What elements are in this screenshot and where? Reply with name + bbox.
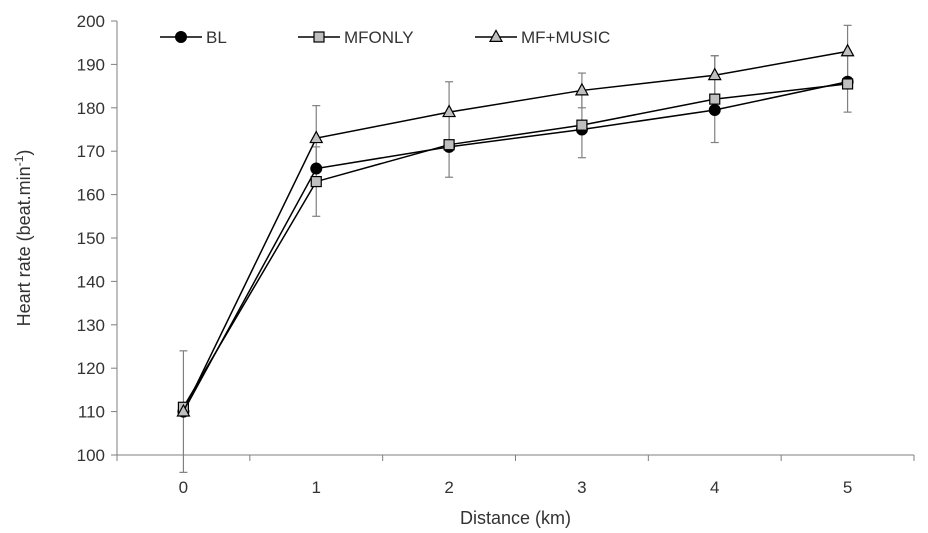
- error-bars-2: [179, 24, 852, 473]
- x-tick-label: 5: [843, 478, 852, 497]
- y-axis-title-close: ): [14, 150, 34, 156]
- y-axis-title: Heart rate (beat.min-1): [12, 150, 34, 327]
- x-tick-label: 0: [179, 478, 188, 497]
- y-tick-label: 130: [77, 316, 105, 335]
- data-point: [176, 403, 191, 417]
- data-point: [840, 43, 855, 57]
- y-tick-label: 180: [77, 99, 105, 118]
- x-tick-label: 3: [577, 478, 586, 497]
- data-point: [309, 130, 324, 144]
- series-line: [182, 50, 848, 412]
- data-point: [708, 103, 721, 116]
- y-axis-title-superscript: -1: [12, 155, 26, 166]
- y-tick-label: 170: [77, 142, 105, 161]
- data-point: [576, 119, 588, 131]
- series-line: [182, 81, 848, 412]
- y-tick-label: 140: [77, 272, 105, 291]
- plot-area: [176, 24, 855, 473]
- legend: BL MFONLY MF+MUSIC: [160, 28, 610, 47]
- y-axis-title-main: Heart rate (beat.min: [14, 166, 34, 326]
- legend-marker: [175, 31, 187, 43]
- data-point: [310, 162, 323, 175]
- x-axis-title: Distance (km): [460, 508, 571, 528]
- series-2: [176, 43, 855, 417]
- legend-label: MF+MUSIC: [521, 28, 610, 47]
- data-point: [443, 139, 455, 151]
- x-tick-label: 1: [312, 478, 321, 497]
- series-0: [177, 75, 854, 418]
- y-tick-label: 150: [77, 229, 105, 248]
- legend-item: MF+MUSIC: [475, 28, 610, 47]
- data-point: [574, 82, 589, 96]
- x-tick-label: 2: [444, 478, 453, 497]
- y-tick-label: 120: [77, 359, 105, 378]
- x-ticks: 0 1 2 3 4 5: [116, 455, 915, 497]
- data-point: [310, 175, 322, 188]
- series-1: [177, 78, 854, 413]
- legend-marker: [488, 29, 504, 43]
- y-tick-label: 160: [77, 186, 105, 205]
- data-point: [707, 67, 722, 81]
- series-line: [182, 83, 848, 408]
- data-point: [709, 93, 721, 105]
- y-ticks: 100 110 120 130 140 150 160 170 180 190 200: [77, 12, 117, 465]
- y-tick-label: 200: [77, 12, 105, 31]
- y-tick-label: 100: [77, 446, 105, 465]
- x-tick-label: 4: [710, 478, 719, 497]
- legend-item: MFONLY: [298, 28, 414, 47]
- legend-label: MFONLY: [344, 28, 414, 47]
- data-point: [841, 78, 854, 90]
- y-tick-label: 190: [77, 55, 105, 74]
- y-tick-label: 110: [78, 403, 105, 422]
- legend-label: BL: [206, 28, 227, 47]
- data-point: [442, 104, 457, 118]
- legend-marker: [313, 31, 325, 43]
- legend-item: BL: [160, 28, 227, 47]
- axes: 100 110 120 130 140 150 160 170 180 190 200 0 1 2 3 4 5: [77, 12, 915, 497]
